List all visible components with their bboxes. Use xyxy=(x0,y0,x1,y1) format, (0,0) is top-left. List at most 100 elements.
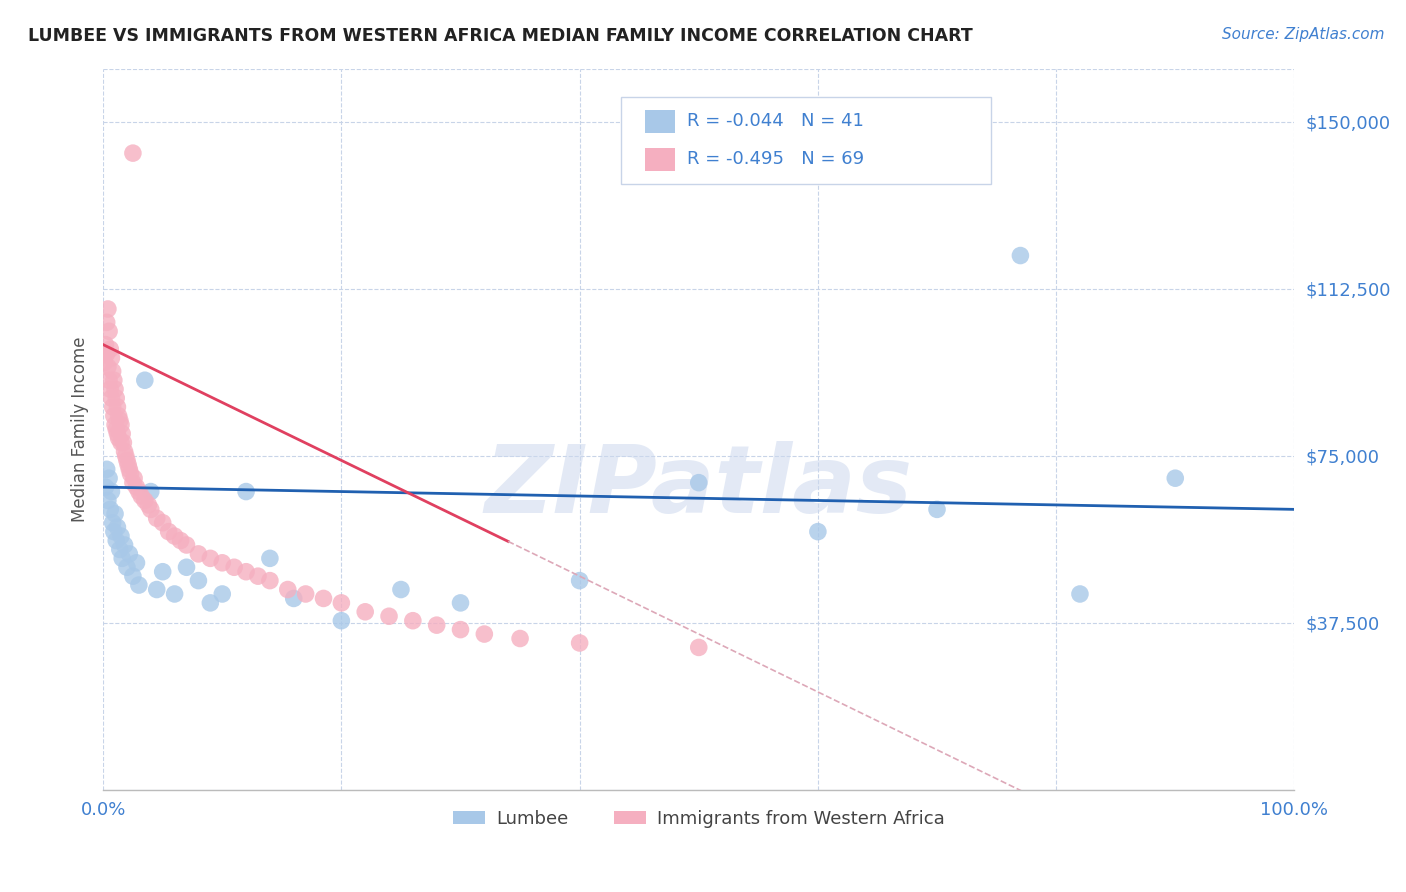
Text: Source: ZipAtlas.com: Source: ZipAtlas.com xyxy=(1222,27,1385,42)
Point xyxy=(330,614,353,628)
Y-axis label: Median Family Income: Median Family Income xyxy=(72,336,89,522)
Point xyxy=(200,551,222,566)
Point xyxy=(93,355,115,369)
Point xyxy=(1069,587,1091,601)
Point xyxy=(100,484,122,499)
Point xyxy=(211,556,233,570)
Point xyxy=(176,538,198,552)
Point xyxy=(139,502,162,516)
Point xyxy=(688,640,710,655)
Point xyxy=(145,511,167,525)
Point xyxy=(125,480,148,494)
Point xyxy=(114,444,136,458)
Point xyxy=(110,435,132,450)
Legend: Lumbee, Immigrants from Western Africa: Lumbee, Immigrants from Western Africa xyxy=(446,803,952,835)
Point xyxy=(145,582,167,597)
Point xyxy=(568,574,591,588)
Point xyxy=(294,587,316,601)
Point xyxy=(925,502,948,516)
Point xyxy=(98,342,121,356)
Point xyxy=(378,609,401,624)
Point xyxy=(1164,471,1187,485)
Point xyxy=(152,516,174,530)
Point xyxy=(688,475,710,490)
Point xyxy=(97,301,120,316)
Point xyxy=(354,605,377,619)
Point xyxy=(114,449,136,463)
Point xyxy=(96,315,118,329)
Point xyxy=(283,591,305,606)
Point xyxy=(134,493,156,508)
Point xyxy=(128,484,150,499)
Point xyxy=(169,533,191,548)
Point xyxy=(100,391,122,405)
Point xyxy=(100,351,122,365)
Point xyxy=(122,471,145,485)
Point xyxy=(246,569,269,583)
Point xyxy=(94,480,117,494)
Point xyxy=(107,400,129,414)
Point xyxy=(115,560,138,574)
Point xyxy=(101,400,124,414)
Point xyxy=(98,471,121,485)
Point xyxy=(138,498,160,512)
Point xyxy=(103,409,125,423)
Point xyxy=(98,324,121,338)
Point xyxy=(389,582,412,597)
Point xyxy=(152,565,174,579)
Point xyxy=(450,623,472,637)
Point xyxy=(118,547,141,561)
Point xyxy=(450,596,472,610)
Point xyxy=(111,426,134,441)
Point xyxy=(107,426,129,441)
Point xyxy=(105,422,128,436)
Point xyxy=(330,596,353,610)
Point xyxy=(107,520,129,534)
Point xyxy=(97,359,120,374)
Point xyxy=(101,516,124,530)
Point xyxy=(259,574,281,588)
Point xyxy=(176,560,198,574)
FancyBboxPatch shape xyxy=(645,148,675,170)
FancyBboxPatch shape xyxy=(645,110,675,133)
Point xyxy=(104,507,127,521)
Point xyxy=(157,524,180,539)
Point xyxy=(103,373,125,387)
Point xyxy=(103,524,125,539)
Point xyxy=(97,493,120,508)
Point xyxy=(122,475,145,490)
Point xyxy=(96,462,118,476)
Point xyxy=(277,582,299,597)
Point xyxy=(114,538,136,552)
Point xyxy=(96,346,118,360)
Point xyxy=(115,453,138,467)
Point xyxy=(104,382,127,396)
Point xyxy=(107,431,129,445)
Point xyxy=(125,556,148,570)
Point xyxy=(117,458,139,472)
Point xyxy=(139,484,162,499)
Point xyxy=(120,467,142,481)
Point xyxy=(94,337,117,351)
Point xyxy=(509,632,531,646)
Point xyxy=(200,596,222,610)
Point xyxy=(110,417,132,432)
Point xyxy=(224,560,246,574)
Point xyxy=(807,524,830,539)
Point xyxy=(1010,248,1032,262)
Text: R = -0.495   N = 69: R = -0.495 N = 69 xyxy=(688,150,863,169)
Point xyxy=(163,529,186,543)
Point xyxy=(235,565,257,579)
Point xyxy=(105,391,128,405)
Point xyxy=(122,146,145,161)
FancyBboxPatch shape xyxy=(621,97,991,184)
Point xyxy=(312,591,335,606)
Point xyxy=(98,502,121,516)
Point xyxy=(111,551,134,566)
Point xyxy=(122,569,145,583)
Point xyxy=(98,373,121,387)
Point xyxy=(98,382,121,396)
Point xyxy=(112,435,135,450)
Text: ZIPatlas: ZIPatlas xyxy=(485,441,912,533)
Point xyxy=(107,409,129,423)
